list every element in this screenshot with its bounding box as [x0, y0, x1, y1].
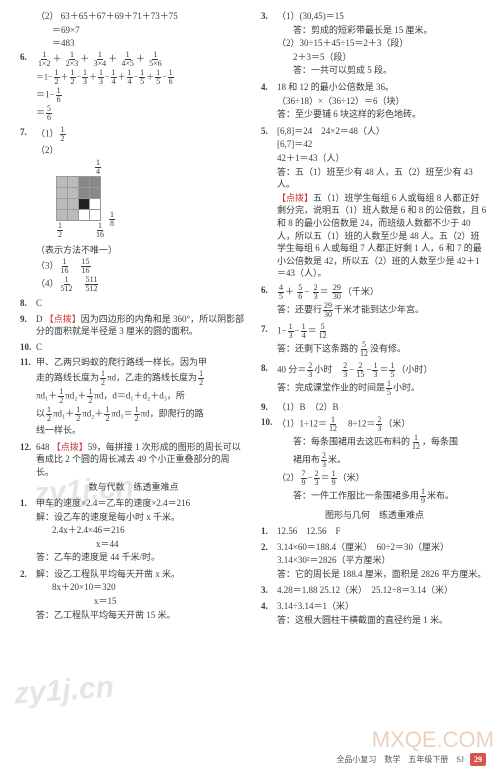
g3: 3. 4.28＝1.88 25.12（米） 25.12÷8＝3.14（米） [261, 584, 488, 597]
hint-tag: 【点拨】 [45, 314, 81, 324]
r-q9: 9. （1）B （2）B [261, 401, 488, 414]
hint-tag: 【点拨】 [277, 193, 313, 203]
g4: 4. 3.14÷3.14＝1（米） 答：这根大圆柱干横截面的直径约是 1 米。 [261, 600, 488, 627]
watermark: MXQE.COM [372, 725, 494, 756]
expr: ＝483 [52, 37, 247, 50]
r-q8: 8. 40 分＝23小时 23−215−13＝15（小时） 答：完成课堂作业的时… [261, 362, 488, 398]
q6: 6. 11×2＋ 12×3＋ 13×4＋ 14×5＋ 15×6 ＝1−12＋12… [20, 51, 247, 123]
fraction-grid: 14 12 116 18 [56, 159, 106, 256]
expr: （2） 63＋65＋67＋69＋71＋73＋75 [36, 10, 247, 23]
page-columns: （2） 63＋65＋67＋69＋71＋73＋75 ＝69×7 ＝483 6. 1… [0, 0, 500, 630]
p2: 2. 解：设乙工程队平均每天开凿 x 米。 8x＋20×10＝320 x＝15 … [20, 568, 247, 622]
expr: ＝69×7 [52, 24, 247, 37]
right-column: 3. （1）(30,45)＝15 答：剪成的短彩带最长是 15 厘米。 （2）3… [261, 10, 488, 630]
page-number: 29 [470, 753, 486, 766]
g1: 1. 12.56 12.56 F [261, 525, 488, 538]
q10: 10. C [20, 341, 247, 354]
q9: 9. D 【点拨】因为四边形的内角和是 360°，所以阴影部分的面积就是半径是 … [20, 313, 247, 338]
watermark: zy1j.cn [13, 667, 116, 716]
q12: 12. 648 【点拨】59，每拼接 1 次形成的图形的周长可以看成比 2 个圆… [20, 441, 247, 479]
r-q7: 7. 1−13−14＝512 答：还剩下这条路的512没有修。 [261, 323, 488, 359]
r-q3: 3. （1）(30,45)＝15 答：剪成的短彩带最长是 15 厘米。 （2）3… [261, 10, 488, 78]
r-q5: 5. [6,8]＝24 24×2＝48（人） [6,7]＝42 42＋1＝43（… [261, 125, 488, 281]
q8: 8. C [20, 297, 247, 310]
r-q10: 10. （1）1÷12＝112 8÷12＝23（米） 答：每条围裙用去这匹布料的… [261, 416, 488, 506]
section-title: 数与代数 练透重难点 [20, 481, 247, 494]
r-q4: 4. 18 和 12 的最小公倍数是 36。 （36÷18）×（36÷12）＝6… [261, 81, 488, 122]
q11: 11. 甲、乙两只蚂蚁的爬行路线一样长。因为甲 走的路线长度为12πd，乙走的路… [20, 356, 247, 437]
left-column: （2） 63＋65＋67＋69＋71＋73＋75 ＝69×7 ＝483 6. 1… [20, 10, 247, 630]
hint-tag: 【点拨】 [52, 442, 88, 452]
footer-text: 全品小复习 数学 五年级下册 SJ [336, 755, 464, 764]
p1: 1. 甲车的速度×2.4＝乙车的速度×2.4＝216 解：设乙车的速度是每小时 … [20, 497, 247, 565]
item-num: 6. [20, 51, 36, 123]
q7: 7. （1）12 （2） 14 12 116 18 [20, 126, 247, 294]
page-footer: 全品小复习 数学 五年级下册 SJ 29 [336, 753, 486, 766]
section-title: 图形与几何 练透重难点 [261, 509, 488, 522]
item-num: 7. [20, 126, 36, 294]
g2: 2. 3.14×60＝188.4（厘米） 60÷2＝30（厘米） 3.14×30… [261, 541, 488, 582]
r-q6: 6. 45＋ 56− 23＝ 2930（千米） 答：还要行2930千米才能到达少… [261, 284, 488, 320]
q5-part2: （2） 63＋65＋67＋69＋71＋73＋75 ＝69×7 ＝483 [36, 10, 247, 50]
